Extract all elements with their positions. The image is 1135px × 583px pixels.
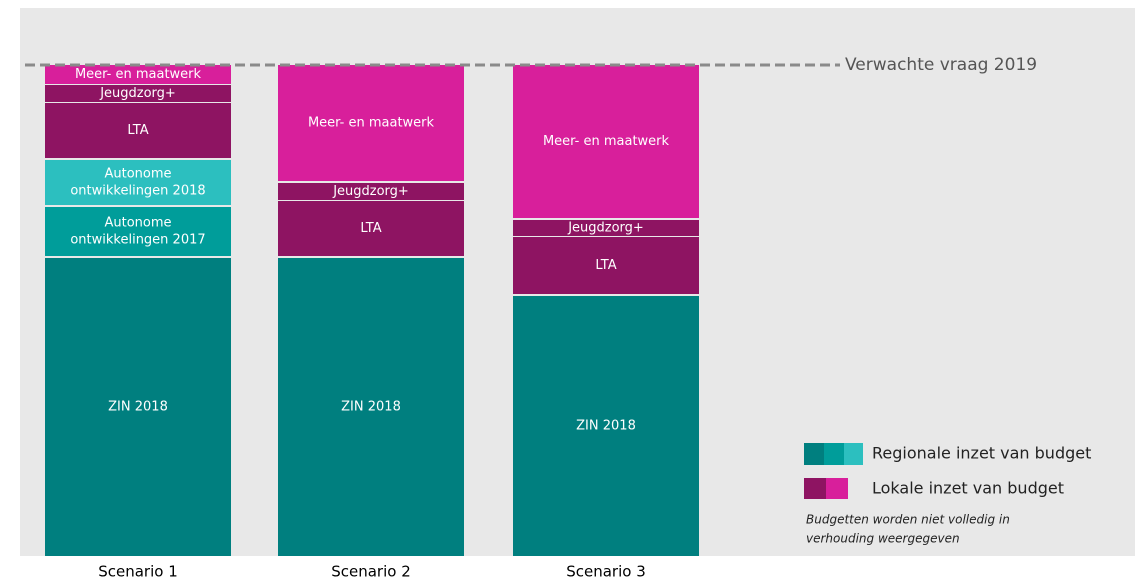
segment-label: Jeugdzorg+ xyxy=(332,184,409,199)
bar-segment xyxy=(45,258,231,556)
bar-segment xyxy=(278,258,464,556)
segment-label: Autonome xyxy=(104,167,171,182)
bar-segment xyxy=(45,85,231,102)
legend-label: Lokale inzet van budget xyxy=(872,479,1064,498)
bar-segment xyxy=(513,65,699,218)
legend-swatch xyxy=(824,443,844,465)
reference-label: Verwachte vraag 2019 xyxy=(845,55,1037,75)
legend-swatch xyxy=(804,443,824,465)
bar-segment xyxy=(278,201,464,256)
segment-label: Meer- en maatwerk xyxy=(308,116,435,131)
bar-segment xyxy=(513,296,699,556)
segment-label: Jeugdzorg+ xyxy=(567,221,644,236)
segment-label: ontwikkelingen 2017 xyxy=(70,233,205,248)
segment-label: Meer- en maatwerk xyxy=(75,67,202,82)
segment-label: Jeugdzorg+ xyxy=(99,86,176,101)
bar-segment xyxy=(45,65,231,84)
segment-label: ZIN 2018 xyxy=(108,400,168,415)
bar-segment xyxy=(45,160,231,205)
bars: Meer- en maatwerk Jeugdzorg+ LTA Autonome on… xyxy=(45,65,699,581)
bar-segment xyxy=(513,237,699,294)
segment-label: LTA xyxy=(127,123,148,138)
segment-label: Autonome xyxy=(104,216,171,231)
legend-swatch xyxy=(826,478,848,499)
segment-label: ontwikkelingen 2018 xyxy=(70,184,205,199)
scenario-label: Scenario 1 xyxy=(98,563,178,581)
legend-swatch xyxy=(844,443,863,465)
legend-swatch xyxy=(804,478,826,499)
bar-segment xyxy=(45,103,231,158)
segment-label: Meer- en maatwerk xyxy=(543,134,670,149)
bar-segment xyxy=(278,183,464,200)
legend-label: Regionale inzet van budget xyxy=(872,444,1091,463)
bar-segment xyxy=(278,65,464,181)
scenario-label: Scenario 3 xyxy=(566,563,646,581)
note: verhouding weergegeven xyxy=(806,532,960,546)
bar-segment xyxy=(513,220,699,236)
scenario-label: Scenario 2 xyxy=(331,563,411,581)
segment-label: ZIN 2018 xyxy=(341,400,401,415)
note: Budgetten worden niet volledig in xyxy=(806,513,1010,527)
bar-segment xyxy=(45,207,231,256)
segment-label: LTA xyxy=(360,221,381,236)
segment-label: ZIN 2018 xyxy=(576,419,636,434)
segment-label: LTA xyxy=(595,258,616,273)
